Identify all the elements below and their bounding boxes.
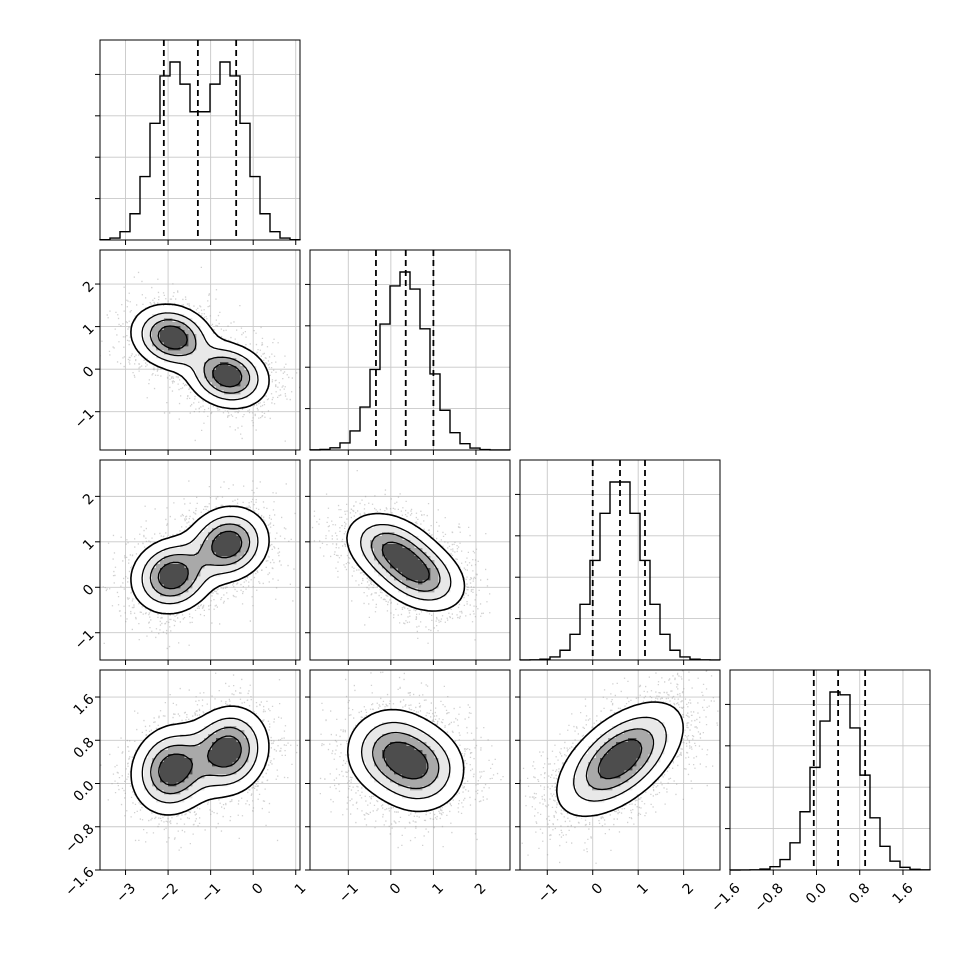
- x-tick-label-p2-1: 0: [589, 880, 607, 898]
- hist-step-1: [309, 271, 511, 451]
- contour-line-1-3-1: [360, 721, 451, 800]
- contour-line-0-2-0: [130, 505, 270, 615]
- x-tick-label-p0-0: −3: [113, 880, 139, 906]
- y-tick-label-p3-3: 0.8: [71, 735, 98, 762]
- x-tick-label-p0-1: −2: [156, 880, 182, 906]
- panel-frame-2-1: [309, 459, 511, 661]
- x-tick-label-p1-0: −1: [336, 880, 362, 906]
- x-tick-label-p0-4: 1: [292, 880, 310, 898]
- scatter-panel-1-0: −1 0 1 2: [72, 249, 301, 455]
- y-tick-label-p3-4: 1.6: [71, 691, 98, 718]
- contour-line-1-3-2: [573, 716, 667, 802]
- x-tick-label-p3-2: 0.0: [803, 880, 830, 907]
- y-tick-label-p2-2: 1: [80, 536, 98, 554]
- y-tick-label-p1-0: −1: [72, 406, 98, 432]
- contour-line-1-1-0: [141, 312, 259, 401]
- hist-step-0: [99, 61, 301, 241]
- contour-line-2-2-0: [149, 523, 251, 597]
- contour-line-3-1-0: [157, 325, 243, 388]
- x-tick-label-p2-0: −1: [535, 880, 561, 906]
- y-tick-label-p1-1: 0: [80, 363, 98, 381]
- x-tick-label-p2-3: 2: [680, 880, 698, 898]
- panel-frame-1-0: [99, 249, 301, 451]
- y-tick-label-p2-1: 0: [80, 582, 98, 600]
- hist-frame-1: [309, 249, 511, 451]
- contour-line-0-3-1: [347, 708, 465, 813]
- scatter-points-3-2: [520, 670, 720, 864]
- panel-frame-3-2: [519, 669, 721, 871]
- hist-panel-1: [305, 249, 511, 455]
- contour-line-3-3-2: [597, 739, 643, 780]
- hist-frame-3: [729, 669, 931, 871]
- y-tick-label-p1-2: 1: [80, 321, 98, 339]
- y-tick-label-p2-3: 2: [80, 491, 98, 509]
- hist-frame-2: [519, 459, 721, 661]
- contour-line-3-3-1: [382, 741, 429, 780]
- density-level-3-1-0: [160, 326, 241, 387]
- scatter-panel-2-1: [305, 459, 511, 665]
- panel-frame-2-0: [99, 459, 301, 661]
- contour-line-1-2-1: [360, 523, 452, 601]
- y-tick-label-p2-0: −1: [72, 627, 98, 653]
- contour-line-1-2-0: [141, 515, 259, 605]
- contour-line-2-3-1: [372, 731, 440, 790]
- x-tick-label-p1-2: 1: [429, 880, 447, 898]
- hist-frame-0: [99, 39, 301, 241]
- y-tick-label-p3-2: 0.0: [71, 778, 98, 805]
- x-tick-label-p1-1: 0: [387, 880, 405, 898]
- density-level-3-3-1: [382, 742, 427, 779]
- contour-line-3-3-0: [158, 735, 242, 786]
- density-level-3-3-0: [160, 738, 241, 787]
- contour-line-0-3-0: [130, 705, 270, 816]
- contour-line-0-1-0: [130, 303, 270, 410]
- x-tick-label-p2-2: 1: [634, 880, 652, 898]
- x-tick-label-p3-0: −1.6: [708, 880, 743, 915]
- scatter-panel-3-0: −3 −2 −1 0 1 −1.6 −0.8 0.0 0.8 1.6: [62, 669, 310, 906]
- y-tick-label-p3-1: −0.8: [62, 821, 97, 856]
- y-tick-label-p3-0: −1.6: [62, 864, 97, 899]
- density-level-3-2-0: [160, 532, 241, 589]
- scatter-panel-3-1: −1 0 1 2: [305, 669, 511, 906]
- x-tick-label-p3-4: 1.6: [890, 880, 917, 907]
- x-tick-label-p1-3: 2: [472, 880, 490, 898]
- hist-step-3: [729, 691, 931, 871]
- hist-panel-2: [515, 459, 721, 665]
- scatter-points-3-1: [319, 671, 504, 849]
- density-level-3-2-1: [382, 544, 431, 585]
- panel-frame-3-0: [99, 669, 301, 871]
- x-tick-label-p3-1: −0.8: [752, 880, 787, 915]
- x-tick-label-p3-3: 0.8: [846, 880, 873, 907]
- y-tick-label-p1-3: 2: [80, 278, 98, 296]
- contour-line-3-2-1: [381, 541, 430, 584]
- scatter-panel-2-0: −1 0 1 2: [72, 459, 301, 665]
- contour-line-3-2-0: [157, 530, 243, 590]
- contour-line-2-2-1: [370, 532, 441, 592]
- contour-line-2-1-0: [149, 319, 251, 394]
- scatter-panel-3-2: −1 0 1 2: [515, 669, 721, 906]
- x-tick-label-p0-2: −1: [198, 880, 224, 906]
- x-tick-label-p0-3: 0: [249, 880, 267, 898]
- contour-line-2-3-2: [585, 728, 655, 791]
- panel-frame-3-1: [309, 669, 511, 871]
- contour-line-0-3-2: [556, 701, 684, 818]
- contour-line-2-3-0: [150, 726, 250, 795]
- hist-panel-0: [95, 39, 301, 245]
- contour-line-0-2-1: [346, 512, 466, 612]
- contour-line-1-3-0: [141, 717, 259, 804]
- hist-panel-3: −1.6 −0.8 0.0 0.8 1.6: [708, 669, 931, 916]
